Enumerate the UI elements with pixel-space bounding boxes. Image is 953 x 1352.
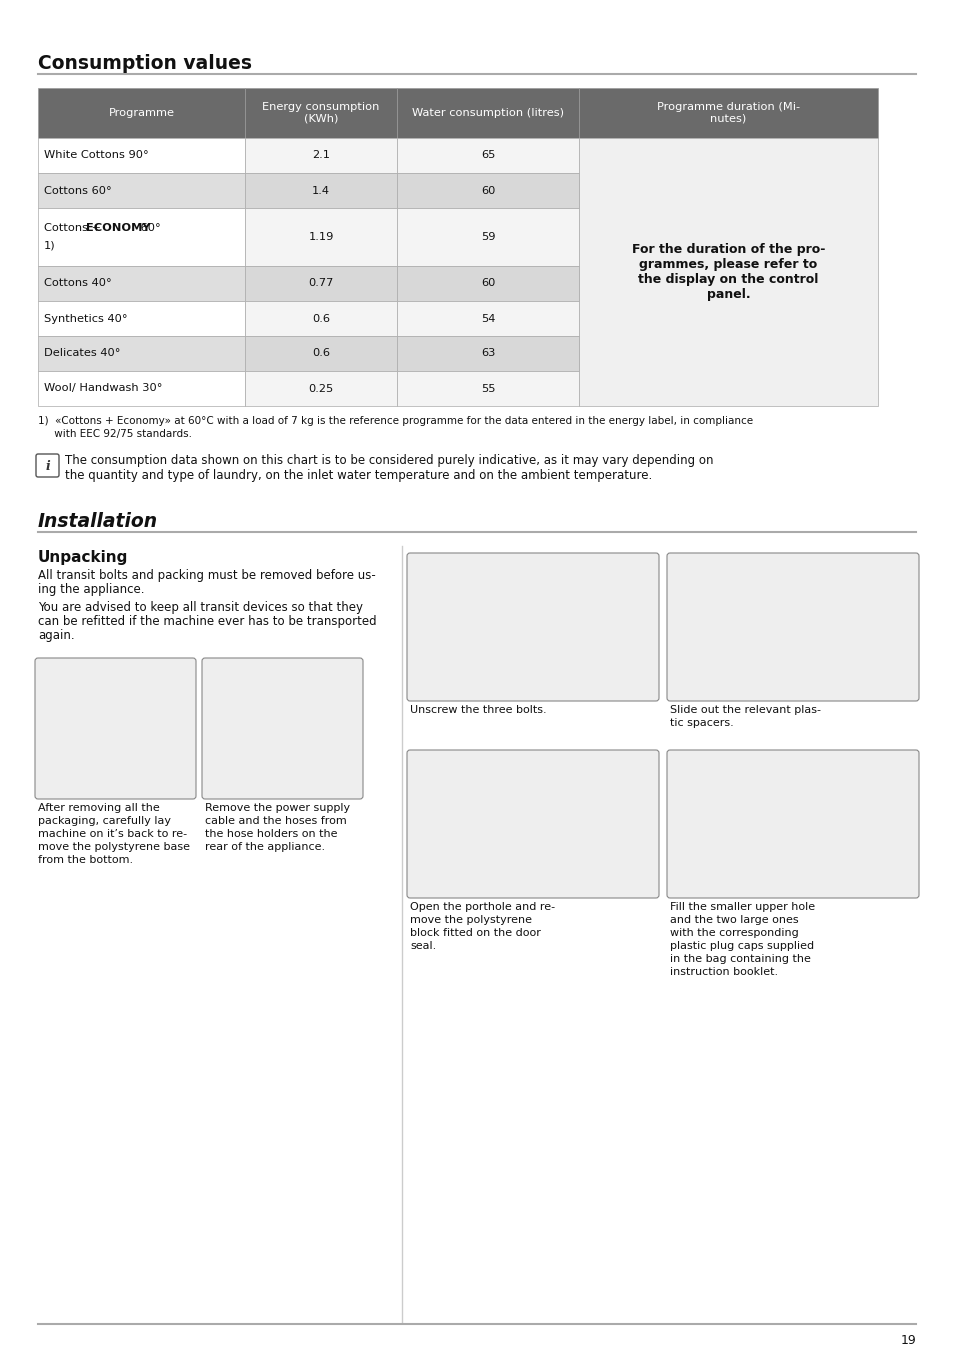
Text: Fill the smaller upper hole: Fill the smaller upper hole — [669, 902, 814, 913]
Text: instruction booklet.: instruction booklet. — [669, 967, 778, 977]
Bar — [245, 138, 396, 173]
Bar — [245, 370, 396, 406]
Text: Delicates 40°: Delicates 40° — [44, 349, 120, 358]
Text: again.: again. — [38, 629, 74, 642]
Bar — [396, 370, 578, 406]
Bar — [245, 301, 396, 337]
Bar — [396, 173, 578, 208]
Text: with EEC 92/75 standards.: with EEC 92/75 standards. — [38, 429, 192, 439]
FancyBboxPatch shape — [35, 658, 195, 799]
Bar — [38, 370, 245, 406]
Bar — [396, 266, 578, 301]
Text: Unscrew the three bolts.: Unscrew the three bolts. — [410, 704, 546, 715]
Text: 60: 60 — [480, 185, 495, 196]
Bar — [245, 337, 396, 370]
Text: Installation: Installation — [38, 512, 158, 531]
Text: The consumption data shown on this chart is to be considered purely indicative, : The consumption data shown on this chart… — [65, 454, 713, 466]
Text: with the corresponding: with the corresponding — [669, 927, 798, 938]
Bar — [38, 88, 245, 138]
Text: Wool/ Handwash 30°: Wool/ Handwash 30° — [44, 384, 162, 393]
Bar — [245, 266, 396, 301]
Text: 54: 54 — [480, 314, 495, 323]
FancyBboxPatch shape — [666, 750, 918, 898]
Text: Synthetics 40°: Synthetics 40° — [44, 314, 128, 323]
Text: Energy consumption
(KWh): Energy consumption (KWh) — [262, 103, 379, 124]
Bar — [396, 138, 578, 173]
Bar — [245, 208, 396, 266]
Text: tic spacers.: tic spacers. — [669, 718, 733, 727]
Bar — [396, 88, 578, 138]
FancyBboxPatch shape — [666, 553, 918, 700]
Bar — [38, 138, 245, 173]
Text: plastic plug caps supplied: plastic plug caps supplied — [669, 941, 813, 950]
Text: Programme: Programme — [109, 108, 174, 118]
Text: Programme duration (Mi-
nutes): Programme duration (Mi- nutes) — [657, 103, 800, 124]
Text: For the duration of the pro-
grammes, please refer to
the display on the control: For the duration of the pro- grammes, pl… — [631, 243, 824, 301]
Text: 1): 1) — [44, 241, 55, 251]
FancyBboxPatch shape — [407, 750, 659, 898]
Bar — [38, 337, 245, 370]
Text: Cottons +: Cottons + — [44, 223, 105, 233]
Text: Cottons 40°: Cottons 40° — [44, 279, 112, 288]
Text: ing the appliance.: ing the appliance. — [38, 583, 144, 596]
Text: You are advised to keep all transit devices so that they: You are advised to keep all transit devi… — [38, 602, 363, 614]
Text: can be refitted if the machine ever has to be transported: can be refitted if the machine ever has … — [38, 615, 376, 627]
Bar — [245, 88, 396, 138]
Text: rear of the appliance.: rear of the appliance. — [205, 842, 325, 852]
Bar — [38, 208, 245, 266]
Text: 0.6: 0.6 — [312, 314, 330, 323]
Text: seal.: seal. — [410, 941, 436, 950]
Text: the quantity and type of laundry, on the inlet water temperature and on the ambi: the quantity and type of laundry, on the… — [65, 469, 652, 483]
Bar — [578, 138, 877, 406]
Text: 0.77: 0.77 — [308, 279, 334, 288]
Text: 1.4: 1.4 — [312, 185, 330, 196]
Text: 65: 65 — [480, 150, 495, 161]
Text: block fitted on the door: block fitted on the door — [410, 927, 540, 938]
Text: After removing all the: After removing all the — [38, 803, 159, 813]
Text: Open the porthole and re-: Open the porthole and re- — [410, 902, 555, 913]
Text: 1.19: 1.19 — [308, 233, 334, 242]
Text: Water consumption (litres): Water consumption (litres) — [412, 108, 563, 118]
Text: 2.1: 2.1 — [312, 150, 330, 161]
Text: i: i — [45, 460, 50, 473]
Text: packaging, carefully lay: packaging, carefully lay — [38, 817, 171, 826]
Text: and the two large ones: and the two large ones — [669, 915, 798, 925]
FancyBboxPatch shape — [36, 454, 59, 477]
Bar — [396, 301, 578, 337]
Text: Slide out the relevant plas-: Slide out the relevant plas- — [669, 704, 821, 715]
Text: 55: 55 — [480, 384, 495, 393]
Text: Remove the power supply: Remove the power supply — [205, 803, 350, 813]
Text: 63: 63 — [480, 349, 495, 358]
Text: 0.25: 0.25 — [308, 384, 334, 393]
FancyBboxPatch shape — [407, 553, 659, 700]
Text: in the bag containing the: in the bag containing the — [669, 955, 810, 964]
Text: 60°: 60° — [137, 223, 161, 233]
Text: 1)  «Cottons + Economy» at 60°C with a load of 7 kg is the reference programme f: 1) «Cottons + Economy» at 60°C with a lo… — [38, 416, 752, 426]
Text: White Cottons 90°: White Cottons 90° — [44, 150, 149, 161]
Text: Unpacking: Unpacking — [38, 550, 129, 565]
Bar — [38, 173, 245, 208]
Text: All transit bolts and packing must be removed before us-: All transit bolts and packing must be re… — [38, 569, 375, 581]
Text: Consumption values: Consumption values — [38, 54, 252, 73]
Text: 0.6: 0.6 — [312, 349, 330, 358]
Bar — [396, 337, 578, 370]
Text: machine on it’s back to re-: machine on it’s back to re- — [38, 829, 187, 840]
Bar — [245, 173, 396, 208]
Text: ECONOMY: ECONOMY — [86, 223, 151, 233]
Bar — [578, 88, 877, 138]
Text: cable and the hoses from: cable and the hoses from — [205, 817, 346, 826]
Bar — [38, 266, 245, 301]
FancyBboxPatch shape — [202, 658, 363, 799]
Text: the hose holders on the: the hose holders on the — [205, 829, 337, 840]
Text: 19: 19 — [900, 1334, 915, 1347]
Text: 60: 60 — [480, 279, 495, 288]
Text: from the bottom.: from the bottom. — [38, 854, 133, 865]
Text: move the polystyrene: move the polystyrene — [410, 915, 532, 925]
Bar — [396, 208, 578, 266]
Text: move the polystyrene base: move the polystyrene base — [38, 842, 190, 852]
Text: Cottons 60°: Cottons 60° — [44, 185, 112, 196]
Bar — [38, 301, 245, 337]
Text: 59: 59 — [480, 233, 495, 242]
